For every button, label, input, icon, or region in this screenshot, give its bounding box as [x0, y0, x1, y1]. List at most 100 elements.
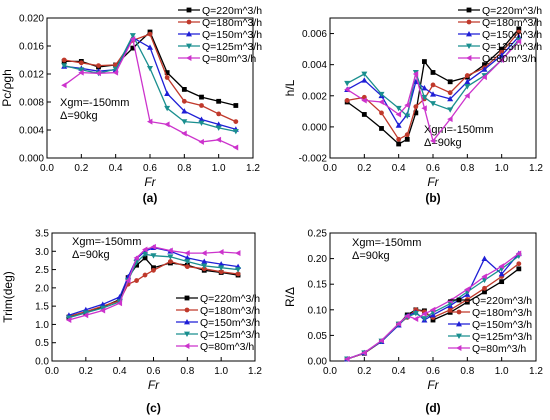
data-point [65, 315, 72, 321]
chart-annotation: Xgm=-150mm [60, 97, 129, 109]
data-point [201, 263, 208, 269]
data-point [404, 312, 410, 319]
data-point [164, 75, 170, 80]
data-point [142, 272, 148, 278]
data-point [61, 57, 67, 63]
data-point [216, 98, 222, 104]
data-point [142, 251, 149, 258]
y-tick-label: 1.5 [35, 302, 49, 313]
data-point [498, 52, 505, 58]
y-axis-label: Trim(deg) [1, 271, 15, 323]
legend-label: Q=150m^3/h [482, 29, 542, 41]
legend-marker [456, 297, 462, 303]
x-tick-label: 0.6 [426, 366, 440, 377]
x-tick-label: 0.2 [357, 163, 371, 174]
legend-label: Q=220m^3/h [202, 5, 262, 17]
data-point [481, 255, 488, 261]
data-point [498, 57, 505, 63]
data-point [82, 310, 89, 316]
data-point [151, 265, 156, 271]
x-tick-label: 0.8 [180, 366, 194, 377]
data-point [482, 62, 487, 68]
x-axis-label: Fr [427, 378, 439, 392]
data-point [164, 90, 171, 96]
data-point [412, 71, 419, 77]
y-tick-label: 0.004 [302, 60, 327, 71]
data-point [164, 70, 170, 75]
data-point [515, 250, 522, 257]
y-tick-label: 0.002 [302, 91, 327, 102]
legend-marker [184, 307, 190, 313]
data-point [129, 36, 136, 42]
y-tick-label: 1.0 [35, 320, 49, 331]
x-tick-label: 0.0 [323, 163, 337, 174]
y-tick-label: 0.0 [35, 357, 49, 368]
legend-label: Q=220m^3/h [472, 295, 532, 307]
legend-label: Q=80m^3/h [482, 53, 536, 65]
legend-marker [456, 333, 462, 339]
legend-label: Q=220m^3/h [482, 5, 542, 17]
legend-label: Q=180m^3/h [472, 307, 532, 319]
data-point [396, 136, 402, 142]
legend-label: Q=150m^3/h [200, 317, 260, 329]
x-tick-label: 0.8 [460, 163, 474, 174]
data-point [430, 91, 436, 97]
legend-marker [184, 295, 190, 301]
legend-marker [466, 31, 472, 37]
data-point [464, 299, 470, 305]
data-point [150, 243, 156, 250]
data-point [361, 349, 367, 356]
data-point [498, 270, 505, 277]
panel-label: (d) [425, 401, 440, 415]
data-point [498, 263, 505, 270]
data-point [430, 317, 436, 323]
data-point [147, 31, 153, 37]
legend-marker [186, 43, 192, 49]
chart-panel-0: 0.0 0.2 0.4 0.6 0.8 1.0 1.2 0.000 0.004 0.008 0.01… [0, 5, 262, 205]
x-tick-label: 0.6 [147, 366, 161, 377]
data-point [447, 116, 453, 123]
data-point [404, 113, 411, 119]
legend-label: Q=150m^3/h [202, 29, 262, 41]
data-point [164, 121, 170, 128]
data-point [129, 33, 136, 39]
y-tick-label: 0.25 [308, 229, 328, 240]
data-point [378, 99, 384, 105]
y-tick-label: 0.016 [19, 42, 44, 53]
legend-label: Q=180m^3/h [202, 17, 262, 29]
y-tick-label: 0.10 [308, 305, 328, 316]
series-4 [65, 243, 241, 324]
data-point [142, 246, 148, 253]
data-point [235, 267, 242, 273]
panel-label: (b) [425, 191, 440, 205]
data-point [516, 266, 522, 272]
data-point [181, 119, 188, 125]
y-tick-label: 3.0 [35, 247, 49, 258]
data-point [430, 82, 436, 88]
legend: Q=220m^3/hQ=180m^3/hQ=150m^3/hQ=125m^3/h… [458, 5, 542, 65]
data-point [184, 264, 190, 270]
data-point [464, 286, 470, 293]
x-tick-label: 0.4 [109, 163, 123, 174]
y-tick-label: 2.5 [35, 265, 49, 276]
data-point [344, 86, 350, 93]
x-tick-label: 1.0 [214, 366, 228, 377]
data-point [215, 121, 222, 127]
x-tick-label: 1.0 [495, 163, 509, 174]
chart-annotation: Xgm=-150mm [72, 236, 141, 248]
data-point [168, 259, 173, 264]
x-tick-label: 0.2 [79, 366, 93, 377]
data-point [147, 66, 153, 72]
y-tick-label: 0.20 [308, 254, 328, 265]
x-tick-label: 0.8 [177, 163, 191, 174]
data-point [147, 118, 153, 125]
y-tick-label: 0.020 [19, 14, 44, 25]
data-point [96, 63, 101, 68]
data-point [481, 74, 487, 81]
legend: Q=220m^3/hQ=180m^3/hQ=150m^3/hQ=125m^3/h… [176, 293, 260, 353]
data-point [130, 45, 136, 51]
data-point [413, 110, 419, 116]
data-point [412, 310, 419, 317]
chart-panel-3: 0.0 0.2 0.4 0.6 0.8 1.0 1.2 0.00 0.05 0.10 0.15 0.2… [283, 229, 543, 416]
